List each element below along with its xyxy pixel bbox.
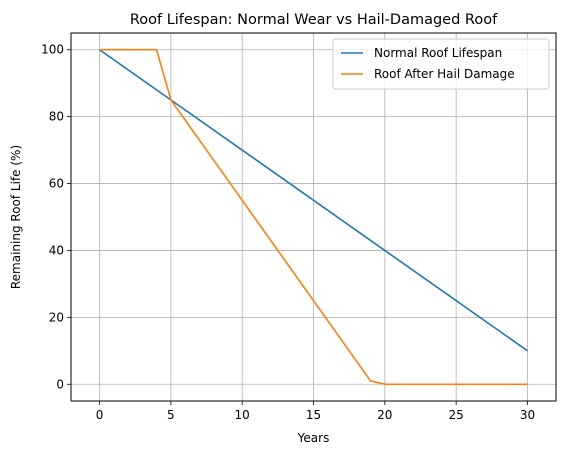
x-tick-label: 20: [377, 408, 392, 422]
legend-label: Roof After Hail Damage: [374, 67, 515, 81]
x-tick-label: 10: [235, 408, 250, 422]
y-tick-label: 100: [41, 43, 64, 57]
y-axis-title: Remaining Roof Life (%): [9, 145, 23, 289]
legend-box: [332, 38, 550, 90]
y-tick-label: 20: [49, 310, 64, 324]
legend: Normal Roof Lifespan Roof After Hail Dama…: [332, 38, 550, 90]
x-tick-label: 30: [520, 408, 535, 422]
series-layer: [99, 48, 528, 386]
x-tick-label: 0: [96, 408, 104, 422]
y-tick-label: 80: [49, 110, 64, 124]
y-tick-label: 60: [49, 177, 64, 191]
legend-label: Normal Roof Lifespan: [374, 46, 502, 60]
y-tick-label: 40: [49, 243, 64, 257]
x-tick-label: 15: [306, 408, 321, 422]
chart-title: Roof Lifespan: Normal Wear vs Hail-Damag…: [130, 12, 498, 28]
series-line-2: [99, 48, 528, 386]
x-tick-label: 25: [449, 408, 464, 422]
x-tick-label: 5: [167, 408, 175, 422]
x-axis-title: Years: [297, 431, 330, 445]
y-tick-label: 0: [56, 377, 64, 391]
axis-ticks: 0 5 10 15 20 25 30 0 20 40 60 80 100: [41, 43, 535, 422]
